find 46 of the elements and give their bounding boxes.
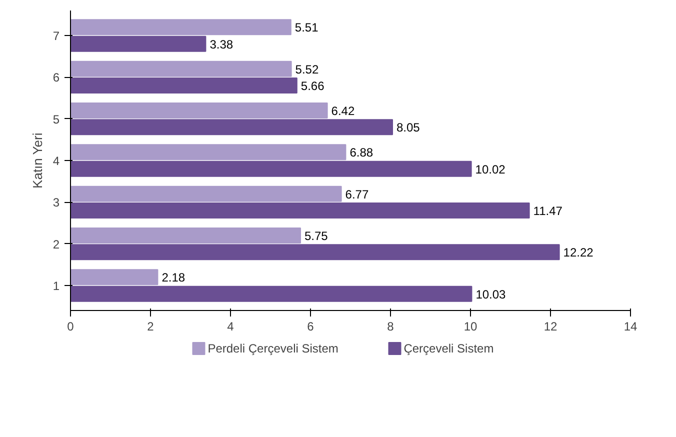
legend-label: Çerçeveli Sistem bbox=[404, 342, 494, 356]
bar bbox=[70, 60, 292, 77]
x-tick-label: 10 bbox=[464, 320, 478, 334]
bar bbox=[70, 36, 206, 52]
y-tick-label: 5 bbox=[52, 112, 60, 126]
data-label: 11.47 bbox=[533, 204, 563, 218]
data-label: 5.75 bbox=[304, 229, 328, 243]
data-label: 10.02 bbox=[475, 162, 506, 176]
x-tick-label: 12 bbox=[544, 320, 558, 334]
y-tick-label: 7 bbox=[52, 29, 60, 43]
bar bbox=[70, 102, 328, 118]
y-axis-title: Katın Yeri bbox=[30, 132, 45, 188]
data-label: 6.42 bbox=[331, 104, 355, 118]
data-label: 12.22 bbox=[563, 246, 594, 260]
x-tick-label: 2 bbox=[147, 320, 154, 334]
data-label: 3.38 bbox=[210, 37, 234, 52]
legend-label: Perdeli Çerçeveli Sistem bbox=[208, 342, 338, 356]
y-tick-label: 4 bbox=[52, 154, 60, 168]
bar bbox=[70, 269, 158, 286]
data-label: 6.77 bbox=[345, 187, 369, 202]
bar bbox=[70, 160, 472, 177]
bar bbox=[70, 119, 393, 136]
bar bbox=[70, 144, 346, 160]
y-tick-label: 1 bbox=[52, 279, 60, 293]
y-tick-label: 6 bbox=[52, 70, 60, 85]
y-tick-label: 2 bbox=[52, 237, 60, 252]
data-label: 6.88 bbox=[350, 146, 374, 160]
x-tick-label: 6 bbox=[307, 320, 314, 334]
bar bbox=[70, 186, 342, 202]
data-label: 5.52 bbox=[295, 62, 319, 76]
data-label: 5.51 bbox=[294, 20, 319, 35]
data-label: 10.03 bbox=[476, 287, 506, 302]
bar bbox=[70, 244, 560, 260]
bar bbox=[70, 228, 301, 244]
data-label: 5.66 bbox=[300, 79, 325, 93]
x-tick-label: 14 bbox=[624, 320, 638, 334]
bar bbox=[70, 202, 530, 218]
bar bbox=[70, 19, 292, 36]
data-label: 8.05 bbox=[396, 120, 420, 135]
y-tick-label: 3 bbox=[52, 196, 60, 210]
bar bbox=[70, 286, 472, 302]
x-tick-label: 8 bbox=[387, 320, 394, 334]
bar bbox=[70, 78, 298, 94]
x-tick-label: 4 bbox=[227, 320, 234, 334]
data-label: 2.18 bbox=[162, 270, 186, 285]
x-tick-label: 0 bbox=[67, 320, 74, 334]
